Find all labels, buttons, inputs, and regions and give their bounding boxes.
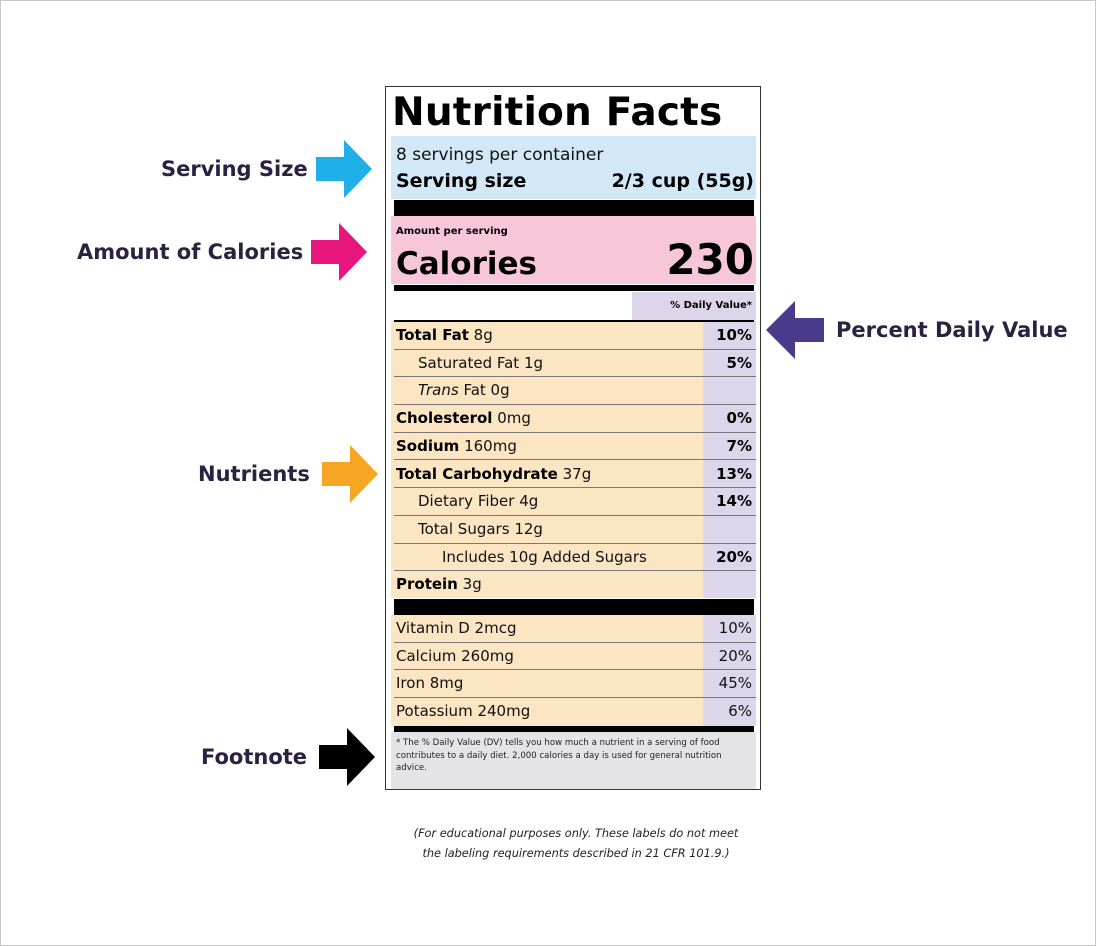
vitamin-row-iron: Iron 8mg 45% (394, 670, 756, 699)
nutrient-name: Dietary Fiber (418, 492, 515, 511)
vitamin-dv: 45% (718, 674, 752, 693)
medium-divider (394, 285, 754, 291)
nutrient-name: Includes 10g Added Sugars (442, 547, 647, 566)
nutrient-name: Sodium (396, 436, 460, 455)
nutrient-row-saturated-fat: Saturated Fat 1g 5% (394, 350, 756, 378)
footnote-callout-label: Footnote (201, 745, 308, 769)
vitamin-name: Iron 8mg (396, 674, 464, 693)
thick-divider (394, 599, 754, 615)
nutrient-row-total-sugars: Total Sugars 12g (394, 516, 756, 544)
nutrient-dv: 20% (716, 547, 752, 566)
calories-label: Calories (396, 246, 537, 282)
nutrient-name: Cholesterol (396, 409, 493, 428)
nutrient-row-cholesterol: Cholesterol 0mg 0% (394, 405, 756, 433)
disclaimer: (For educational purposes only. These la… (341, 824, 811, 864)
nutrient-name: Total Fat (396, 326, 469, 344)
nutrients-callout: Nutrients (198, 445, 378, 503)
nutrient-name: Total Sugars (418, 519, 510, 538)
arrow-right-icon (311, 223, 368, 281)
vitamins-highlight (391, 615, 703, 726)
nutrient-dv: 14% (716, 492, 752, 511)
vitamins-dv-highlight (703, 615, 756, 726)
nutrient-row-total-fat: Total Fat 8g 10% (394, 322, 756, 350)
nutrient-row-dietary-fiber: Dietary Fiber 4g 14% (394, 488, 756, 516)
nutrient-amount: 160mg (464, 436, 517, 455)
serving-size-label: Serving size (396, 170, 527, 192)
nutrient-row-sodium: Sodium 160mg 7% (394, 433, 756, 461)
amount-per-serving: Amount per serving (396, 226, 508, 237)
vitamin-name: Vitamin D 2mcg (396, 619, 517, 637)
serving-size-callout: Serving Size (161, 140, 372, 198)
medium-divider (394, 726, 754, 732)
arrow-left-icon (766, 301, 824, 359)
serving-size-callout-label: Serving Size (161, 157, 308, 181)
arrow-right-icon (315, 140, 372, 198)
disclaimer-line-1: (For educational purposes only. These la… (413, 827, 739, 840)
nutrient-amount: 0mg (497, 409, 531, 428)
nutrition-facts-label: Nutrition Facts 8 servings per container… (385, 86, 761, 790)
vitamin-dv: 10% (718, 619, 752, 637)
nutrient-row-added-sugars: Includes 10g Added Sugars 20% (394, 544, 756, 572)
arrow-right-icon (321, 445, 378, 503)
daily-value-header: % Daily Value* (632, 292, 756, 320)
nutrients-callout-label: Nutrients (198, 462, 310, 486)
nutrient-row-total-carbohydrate: Total Carbohydrate 37g 13% (394, 461, 756, 489)
vitamin-row-potassium: Potassium 240mg 6% (394, 698, 756, 726)
calories-callout: Amount of Calories (77, 223, 368, 281)
label-title: Nutrition Facts (392, 90, 723, 135)
calories-row: Calories 230 (396, 235, 754, 284)
serving-size-row: Serving size 2/3 cup (55g) (396, 170, 754, 192)
nutrient-amount: Fat 0g (463, 381, 510, 400)
nutrient-name: Total Carbohydrate (396, 464, 558, 483)
nutrient-name: Trans (418, 381, 459, 400)
nutrient-row-protein: Protein 3g (394, 571, 756, 599)
vitamin-row-vitamin-d: Vitamin D 2mcg 10% (394, 615, 756, 643)
vitamin-name: Calcium 260mg (396, 646, 514, 665)
nutrient-dv: 13% (716, 464, 752, 483)
nutrient-row-trans-fat: Trans Fat 0g (394, 377, 756, 406)
percent-dv-callout-label: Percent Daily Value (836, 318, 1068, 342)
percent-dv-callout: Percent Daily Value (766, 301, 1068, 359)
servings-per-container: 8 servings per container (396, 145, 604, 165)
calories-callout-label: Amount of Calories (77, 240, 304, 264)
vitamin-dv: 20% (718, 646, 752, 665)
vitamin-name: Potassium 240mg (396, 702, 531, 721)
nutrient-amount: 1g (523, 353, 544, 372)
calories-highlight (391, 216, 756, 284)
serving-info-highlight (391, 136, 756, 199)
footnote-highlight (391, 732, 756, 789)
vitamin-dv: 6% (728, 702, 752, 721)
nutrient-amount: 3g (462, 575, 482, 594)
nutrient-name: Saturated Fat (418, 353, 520, 372)
nutrient-amount: 12g (514, 519, 543, 538)
vitamin-row-calcium: Calcium 260mg 20% (394, 643, 756, 671)
nutrient-dv: 10% (716, 326, 752, 344)
serving-size-value: 2/3 cup (55g) (611, 170, 754, 192)
nutrient-dv: 0% (726, 409, 752, 428)
footnote-text: * The % Daily Value (DV) tells you how m… (396, 738, 722, 774)
nutrient-dv: 7% (726, 436, 752, 455)
footnote-callout: Footnote (201, 728, 376, 786)
nutrient-name: Protein (396, 575, 458, 594)
calories-value: 230 (666, 235, 754, 284)
disclaimer-line-2: the labeling requirements described in 2… (422, 847, 730, 860)
thick-divider (394, 200, 754, 216)
arrow-right-icon (319, 728, 376, 786)
nutrient-amount: 37g (562, 464, 592, 483)
nutrient-amount: 8g (473, 326, 493, 344)
thin-divider (394, 320, 754, 322)
nutrient-amount: 4g (519, 492, 539, 511)
nutrient-dv: 5% (726, 353, 752, 372)
